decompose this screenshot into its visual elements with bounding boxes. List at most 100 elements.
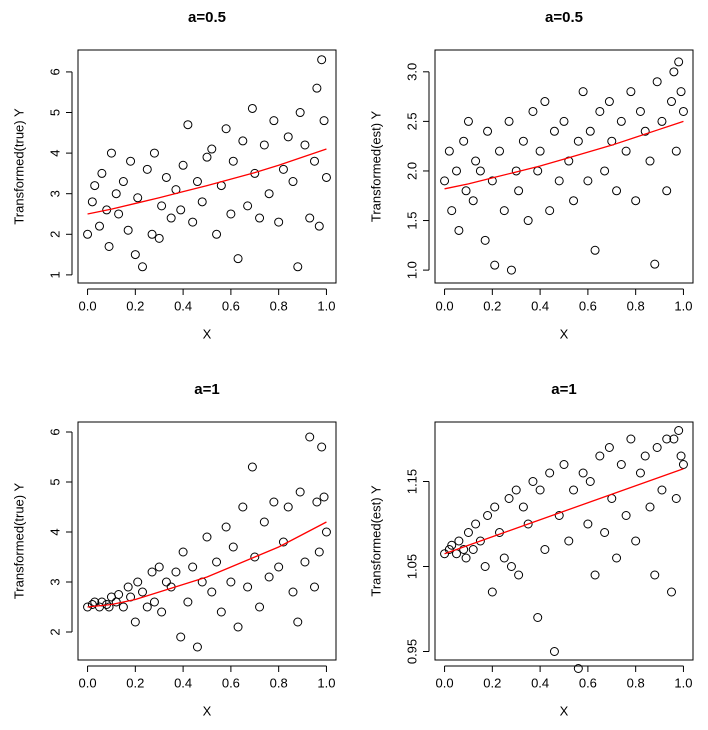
point [319, 116, 329, 126]
point [650, 570, 660, 580]
point [278, 164, 288, 174]
point [202, 152, 212, 162]
point [288, 587, 298, 597]
point [612, 553, 622, 563]
point [471, 519, 481, 529]
point [483, 126, 493, 136]
point [133, 577, 143, 587]
point [310, 582, 319, 592]
point [676, 451, 686, 461]
plot-frame [77, 421, 337, 661]
point [459, 545, 469, 554]
x-tick-label: 1.0 [674, 298, 692, 313]
point [540, 97, 550, 107]
x-tick-label: 0.6 [222, 298, 240, 313]
point [667, 97, 676, 107]
point [585, 477, 595, 486]
point [293, 262, 303, 272]
panel-title: a=0.5 [545, 9, 583, 26]
point [312, 497, 322, 507]
fit-line [444, 468, 684, 555]
point [106, 148, 116, 158]
point [549, 647, 559, 656]
point [475, 536, 485, 546]
point [114, 209, 124, 219]
panel-title: a=1 [551, 381, 576, 398]
point [250, 552, 260, 562]
y-tick-label: 6 [47, 68, 62, 75]
point [490, 502, 500, 512]
point [221, 522, 231, 532]
point [483, 511, 493, 520]
x-tick-label: 0.2 [126, 298, 144, 313]
point [283, 502, 293, 512]
y-tick-label: 3 [47, 578, 62, 585]
y-tick-label: 1.5 [404, 211, 419, 229]
fit-line [87, 521, 327, 608]
point [657, 116, 667, 126]
point [523, 216, 533, 226]
point [590, 245, 600, 255]
point [269, 116, 279, 126]
point [192, 642, 202, 652]
point [452, 166, 461, 176]
point [569, 196, 579, 206]
point [221, 124, 231, 134]
point [444, 146, 454, 156]
x-axis-label: X [560, 703, 569, 718]
point [183, 120, 193, 130]
point [274, 562, 284, 572]
point [147, 567, 157, 577]
point [468, 196, 478, 206]
point [528, 106, 538, 116]
y-tick-label: 0.95 [404, 639, 419, 664]
panel: a=1 X Transformed(true) Y 0.0 0.2 0.4 0.6 0.8 1.… [11, 381, 337, 718]
y-tick-label: 2 [47, 231, 62, 238]
point [149, 148, 159, 158]
point [111, 189, 121, 199]
point [461, 553, 471, 563]
point [310, 156, 319, 166]
point [130, 617, 140, 627]
point [640, 126, 650, 136]
point [554, 176, 564, 186]
point [616, 460, 626, 469]
point [317, 442, 327, 452]
point [319, 492, 329, 502]
plot-frame [434, 49, 694, 284]
point [255, 602, 265, 612]
point [166, 213, 176, 223]
point [499, 553, 509, 563]
point [123, 582, 133, 592]
point [454, 536, 464, 546]
fit-line [87, 148, 327, 215]
point [216, 607, 226, 617]
x-tick-label: 0.6 [579, 675, 597, 690]
y-tick-label: 4 [47, 149, 62, 156]
point [671, 494, 681, 503]
point [154, 562, 164, 572]
x-tick-label: 0.0 [79, 298, 97, 313]
point [585, 126, 595, 136]
point [468, 545, 478, 554]
point [514, 570, 524, 580]
point [183, 597, 193, 607]
x-axis-label: X [203, 326, 212, 341]
y-tick-label: 5 [47, 478, 62, 485]
point [293, 617, 303, 627]
x-tick-label: 0.0 [436, 675, 454, 690]
point [228, 542, 238, 552]
point [635, 106, 645, 116]
point [126, 156, 136, 166]
x-tick-label: 0.4 [531, 298, 549, 313]
x-tick-label: 0.8 [627, 298, 645, 313]
point [480, 562, 490, 571]
point [207, 587, 217, 597]
point [499, 206, 509, 216]
point [157, 201, 167, 211]
y-tick-label: 1 [47, 271, 62, 278]
point [188, 217, 198, 227]
point [674, 57, 684, 67]
point [171, 567, 181, 577]
point [595, 106, 605, 116]
